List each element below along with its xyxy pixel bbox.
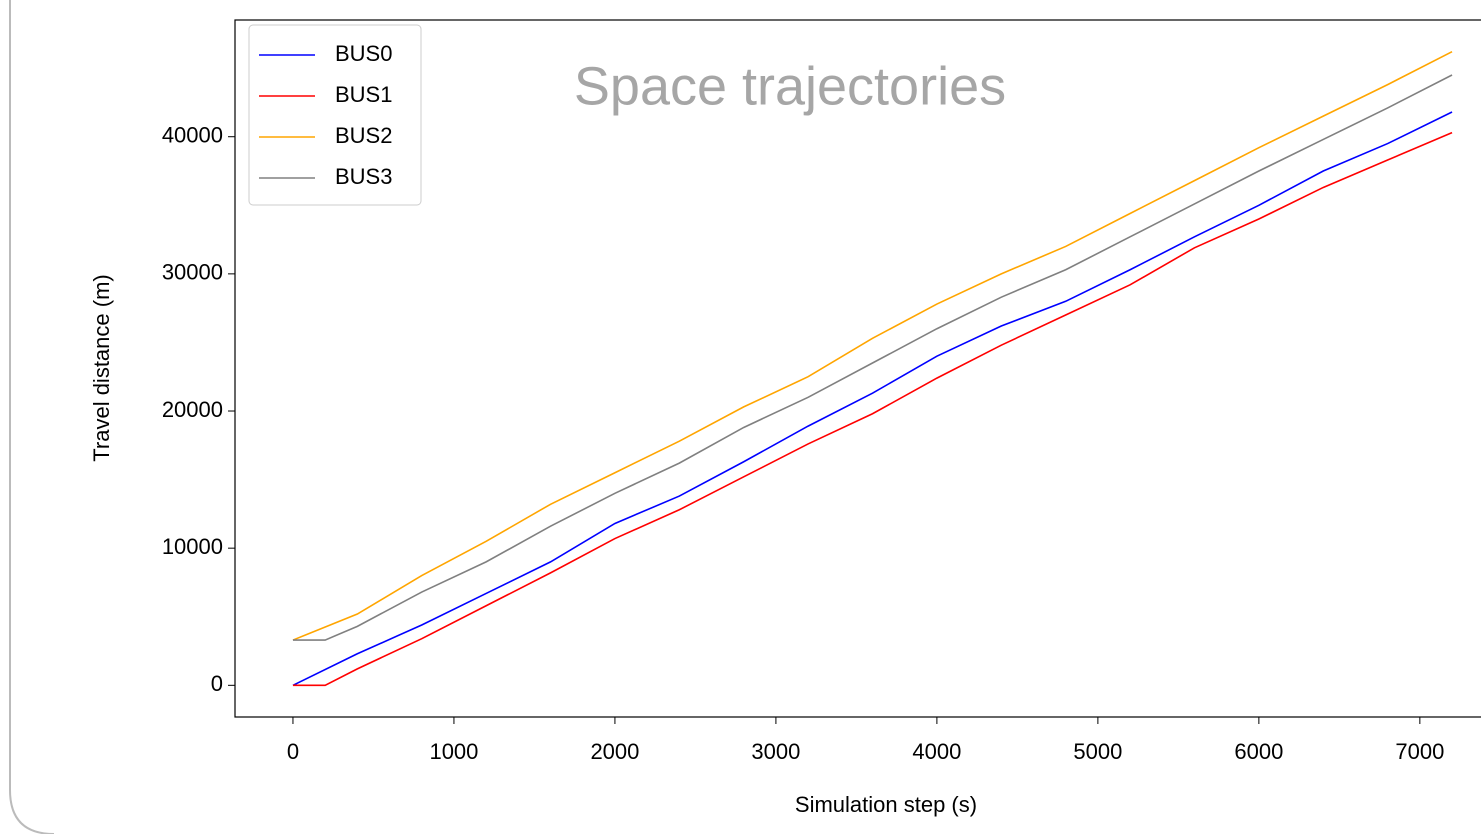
chart-title: Space trajectories	[574, 56, 1006, 116]
y-tick-label: 30000	[162, 260, 223, 285]
legend-label: BUS0	[335, 41, 392, 66]
x-tick-label: 1000	[429, 739, 478, 764]
y-tick-label: 10000	[162, 534, 223, 559]
y-tick-label: 40000	[162, 123, 223, 148]
x-tick-label: 3000	[751, 739, 800, 764]
legend-label: BUS2	[335, 123, 392, 148]
data-line	[292, 111, 1453, 687]
x-axis-label: Simulation step (s)	[795, 792, 977, 817]
legend-label: BUS3	[335, 164, 392, 189]
axes-frame	[234, 19, 1481, 718]
x-tick-label: 4000	[912, 739, 961, 764]
plot-area	[292, 50, 1453, 687]
x-tick-label: 0	[287, 739, 299, 764]
legend-label: BUS1	[335, 82, 392, 107]
x-tick-label: 2000	[590, 739, 639, 764]
x-tick-label: 6000	[1234, 739, 1283, 764]
x-tick-label: 7000	[1395, 739, 1444, 764]
card-frame	[9, 0, 55, 834]
y-tick-label: 20000	[162, 397, 223, 422]
y-tick-label: 0	[211, 671, 223, 696]
x-tick-label: 5000	[1073, 739, 1122, 764]
data-line	[292, 50, 1453, 641]
y-axis-label: Travel distance (m)	[89, 274, 114, 461]
data-line	[292, 131, 1453, 687]
legend-box	[248, 24, 422, 206]
data-line	[292, 74, 1453, 641]
